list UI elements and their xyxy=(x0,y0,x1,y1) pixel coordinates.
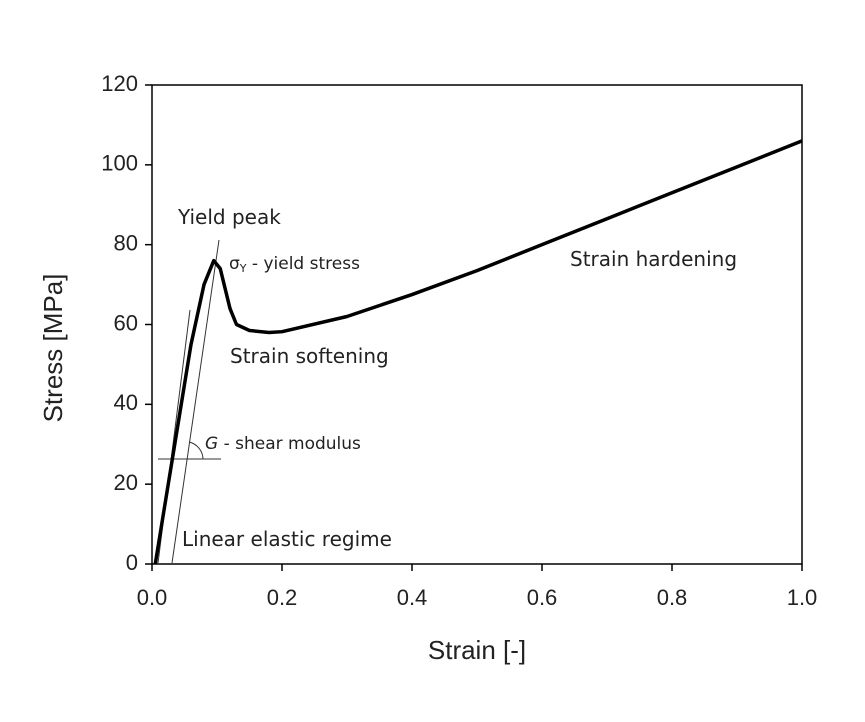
annotation: G - shear modulus xyxy=(205,434,361,454)
x-tick-label: 0.2 xyxy=(267,585,298,610)
annotation-text: Strain softening xyxy=(230,344,389,368)
annotation-symbol: σ xyxy=(229,254,240,274)
annotation: Strain hardening xyxy=(570,247,737,271)
annotation-text: Yield peak xyxy=(177,205,281,229)
x-tick-label: 0.6 xyxy=(527,585,558,610)
plot-frame xyxy=(151,84,803,565)
x-tick-label: 1.0 xyxy=(787,585,818,610)
annotation: σY - yield stress xyxy=(229,254,360,275)
x-tick-label: 0.4 xyxy=(397,585,428,610)
y-tick-label: 40 xyxy=(114,390,138,415)
annotation-text: Linear elastic regime xyxy=(182,527,392,551)
annotation-subscript: Y xyxy=(239,262,247,275)
annotation: Linear elastic regime xyxy=(182,527,392,551)
x-axis-title: Strain [-] xyxy=(428,635,526,665)
annotation-text: - yield stress xyxy=(247,254,361,274)
stress-strain-curve xyxy=(153,139,803,565)
annotation-symbol: G xyxy=(205,434,218,454)
annotation-text: Strain hardening xyxy=(570,247,737,271)
y-tick-label: 80 xyxy=(114,230,138,255)
y-tick-label: 120 xyxy=(101,71,138,96)
offset-line xyxy=(171,239,220,564)
annotation: Strain softening xyxy=(230,344,389,368)
annotation-text: - shear modulus xyxy=(218,434,361,454)
y-tick-label: 20 xyxy=(114,470,138,495)
angle-arc xyxy=(188,441,204,460)
y-tick-label: 60 xyxy=(114,310,138,335)
x-tick-label: 0.8 xyxy=(657,585,688,610)
x-tick-label: 0.0 xyxy=(137,585,168,610)
y-tick-label: 0 xyxy=(126,550,138,575)
y-axis-title: Stress [MPa] xyxy=(38,274,68,423)
y-tick-label: 100 xyxy=(101,151,138,176)
annotation: Yield peak xyxy=(177,205,281,229)
